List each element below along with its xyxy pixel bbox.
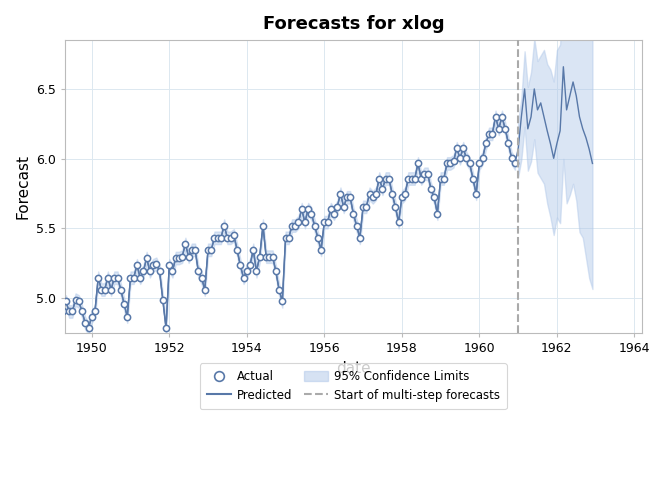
Legend: Actual, Predicted, 95% Confidence Limits, Start of multi-step forecasts: Actual, Predicted, 95% Confidence Limits… bbox=[200, 363, 507, 409]
X-axis label: date: date bbox=[336, 360, 371, 376]
Title: Forecasts for xlog: Forecasts for xlog bbox=[262, 15, 444, 33]
Y-axis label: Forecast: Forecast bbox=[15, 154, 30, 219]
